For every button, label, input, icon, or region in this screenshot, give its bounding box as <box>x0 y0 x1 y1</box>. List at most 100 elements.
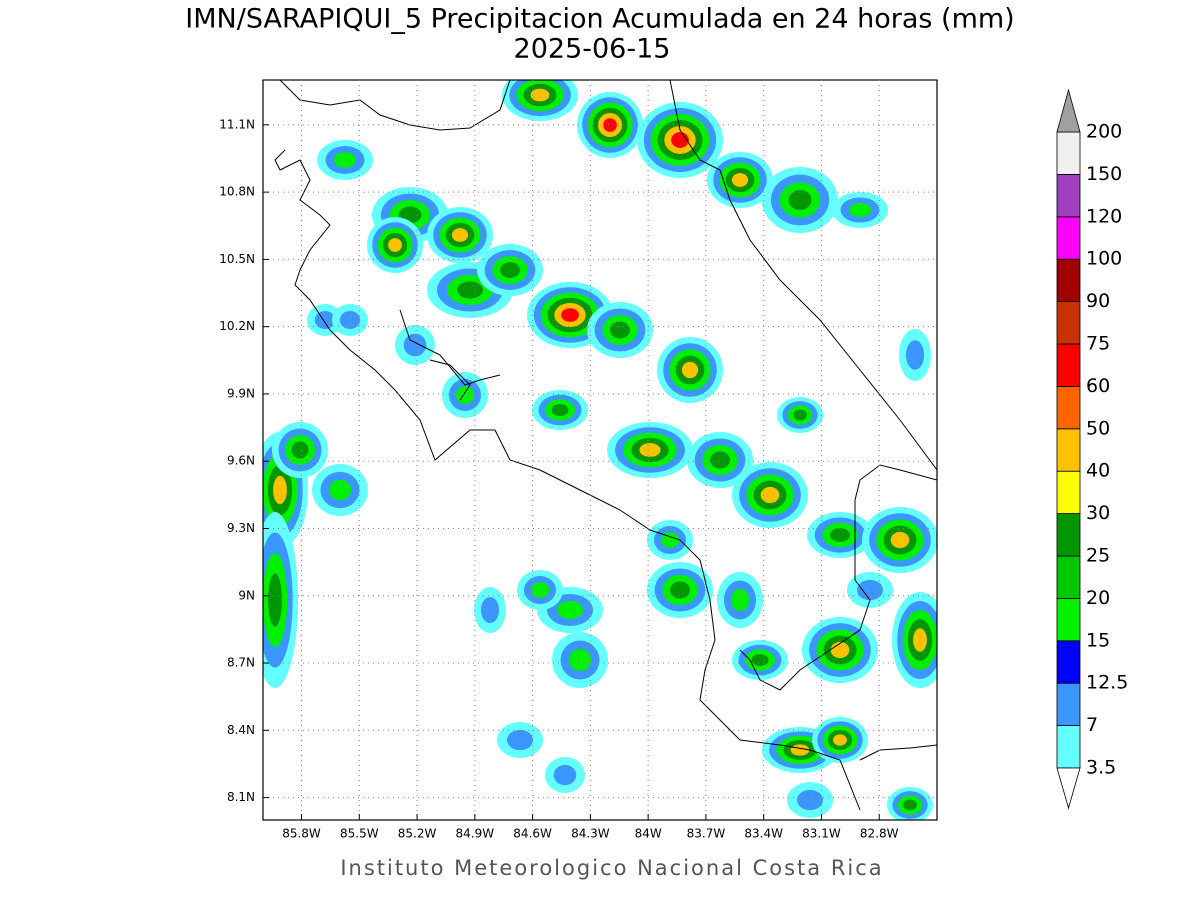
colorbar-label: 100 <box>1086 248 1122 270</box>
coastlines <box>274 80 937 811</box>
x-tick-label: 83.1W <box>802 827 841 841</box>
x-tick-label: 83.4W <box>744 827 783 841</box>
y-tick-label: 10.8N <box>219 185 255 199</box>
subtitle: 2025-06-15 <box>514 34 671 65</box>
colorbar-label: 200 <box>1086 121 1122 143</box>
precip-contour <box>830 528 850 542</box>
y-tick-label: 8.1N <box>227 790 255 804</box>
colorbar-box <box>1056 258 1081 303</box>
colorbar-label: 15 <box>1086 629 1110 651</box>
precip-contour <box>291 441 309 459</box>
precip-contour <box>500 262 520 278</box>
precip-contour <box>660 532 680 548</box>
colorbar-label: 60 <box>1086 375 1110 397</box>
precip-contour <box>403 333 427 357</box>
precip-contour <box>551 403 569 417</box>
colorbar-box <box>1056 725 1081 769</box>
colorbar-box <box>1056 385 1081 430</box>
precip-contour <box>793 409 807 421</box>
precip-contour <box>751 653 769 667</box>
y-tick-label: 10.2N <box>219 319 255 333</box>
y-tick-label: 9.6N <box>227 454 255 468</box>
y-tick-label: 9.3N <box>227 521 255 535</box>
colorbar-label: 7 <box>1086 714 1098 736</box>
precip-contour <box>848 202 872 218</box>
precip-contour <box>553 764 577 786</box>
colorbar-label: 90 <box>1086 290 1110 312</box>
precip-contour <box>603 118 617 132</box>
colorbar-label: 12.5 <box>1086 672 1128 694</box>
colorbar-box <box>1056 513 1081 557</box>
precip-contour <box>639 443 661 457</box>
precip-contour <box>833 734 847 746</box>
colorbar-box <box>1056 428 1081 472</box>
x-tick-label: 84.6W <box>513 827 552 841</box>
map-frame <box>262 79 938 821</box>
precip-contour <box>273 475 287 505</box>
precip-contour <box>797 789 823 811</box>
y-tick-label: 8.4N <box>227 723 255 737</box>
precip-contour <box>451 228 469 242</box>
x-tick-label: 84.9W <box>456 827 495 841</box>
colorbar-box <box>1056 640 1081 684</box>
precip-contour <box>561 308 579 322</box>
precip-contour <box>333 152 357 168</box>
precip-contour <box>339 310 361 330</box>
precip-contour <box>507 729 533 751</box>
colorbar-label: 25 <box>1086 545 1110 567</box>
footer: Instituto Meteorologico Nacional Costa R… <box>340 856 883 880</box>
colorbar-box <box>1056 216 1081 260</box>
precip-contour <box>530 582 550 598</box>
precip-contour <box>681 361 699 379</box>
colorbar-label: 120 <box>1086 205 1122 227</box>
precip-contour <box>790 744 810 756</box>
precip-contour <box>457 281 483 299</box>
precip-field <box>263 80 937 820</box>
precip-contour <box>670 581 690 599</box>
colorbar-box <box>1056 173 1081 218</box>
precip-contour <box>480 597 500 623</box>
x-tick-label: 84W <box>635 827 662 841</box>
precip-contour <box>905 340 925 370</box>
colorbar-box <box>1056 598 1081 642</box>
x-tick-label: 82.8W <box>860 827 899 841</box>
precip-contour <box>610 321 630 339</box>
y-tick-label: 11.1N <box>219 117 255 131</box>
precip-contour <box>788 190 812 210</box>
y-tick-label: 8.7N <box>227 656 255 670</box>
x-tick-label: 83.7W <box>687 827 726 841</box>
colorbar-low-triangle <box>1056 767 1081 810</box>
precip-contour <box>557 600 583 620</box>
precip-contour <box>530 88 550 102</box>
colorbar-label: 75 <box>1086 333 1110 355</box>
colorbar-box <box>1056 131 1081 175</box>
precip-contour <box>710 451 730 469</box>
colorbar-label: 50 <box>1086 417 1110 439</box>
precip-contour <box>730 588 750 612</box>
colorbar-box <box>1056 470 1081 515</box>
precip-contour <box>857 579 883 601</box>
x-tick-label: 85.8W <box>282 827 321 841</box>
colorbar-label: 20 <box>1086 587 1110 609</box>
precip-contour <box>328 479 352 501</box>
precip-contour <box>268 573 282 627</box>
precip-contour <box>568 648 592 672</box>
x-tick-label: 85.5W <box>340 827 379 841</box>
title: IMN/SARAPIQUI_5 Precipitacion Acumulada … <box>185 4 1014 35</box>
x-tick-label: 84.3W <box>571 827 610 841</box>
colorbar-box <box>1056 555 1081 599</box>
x-tick-label: 85.2W <box>398 827 437 841</box>
precip-contour <box>903 799 917 811</box>
precip-contour <box>913 628 927 652</box>
precip-contour <box>455 385 475 405</box>
precip-contour <box>388 238 402 252</box>
colorbar-label: 3.5 <box>1086 757 1116 779</box>
precip-contour <box>731 173 749 187</box>
colorbar-label: 40 <box>1086 460 1110 482</box>
y-tick-label: 9N <box>238 588 255 602</box>
y-tick-label: 10.5N <box>219 252 255 266</box>
colorbar-high-triangle <box>1056 88 1081 133</box>
colorbar-label: 150 <box>1086 163 1122 185</box>
colorbar-box <box>1056 343 1081 387</box>
